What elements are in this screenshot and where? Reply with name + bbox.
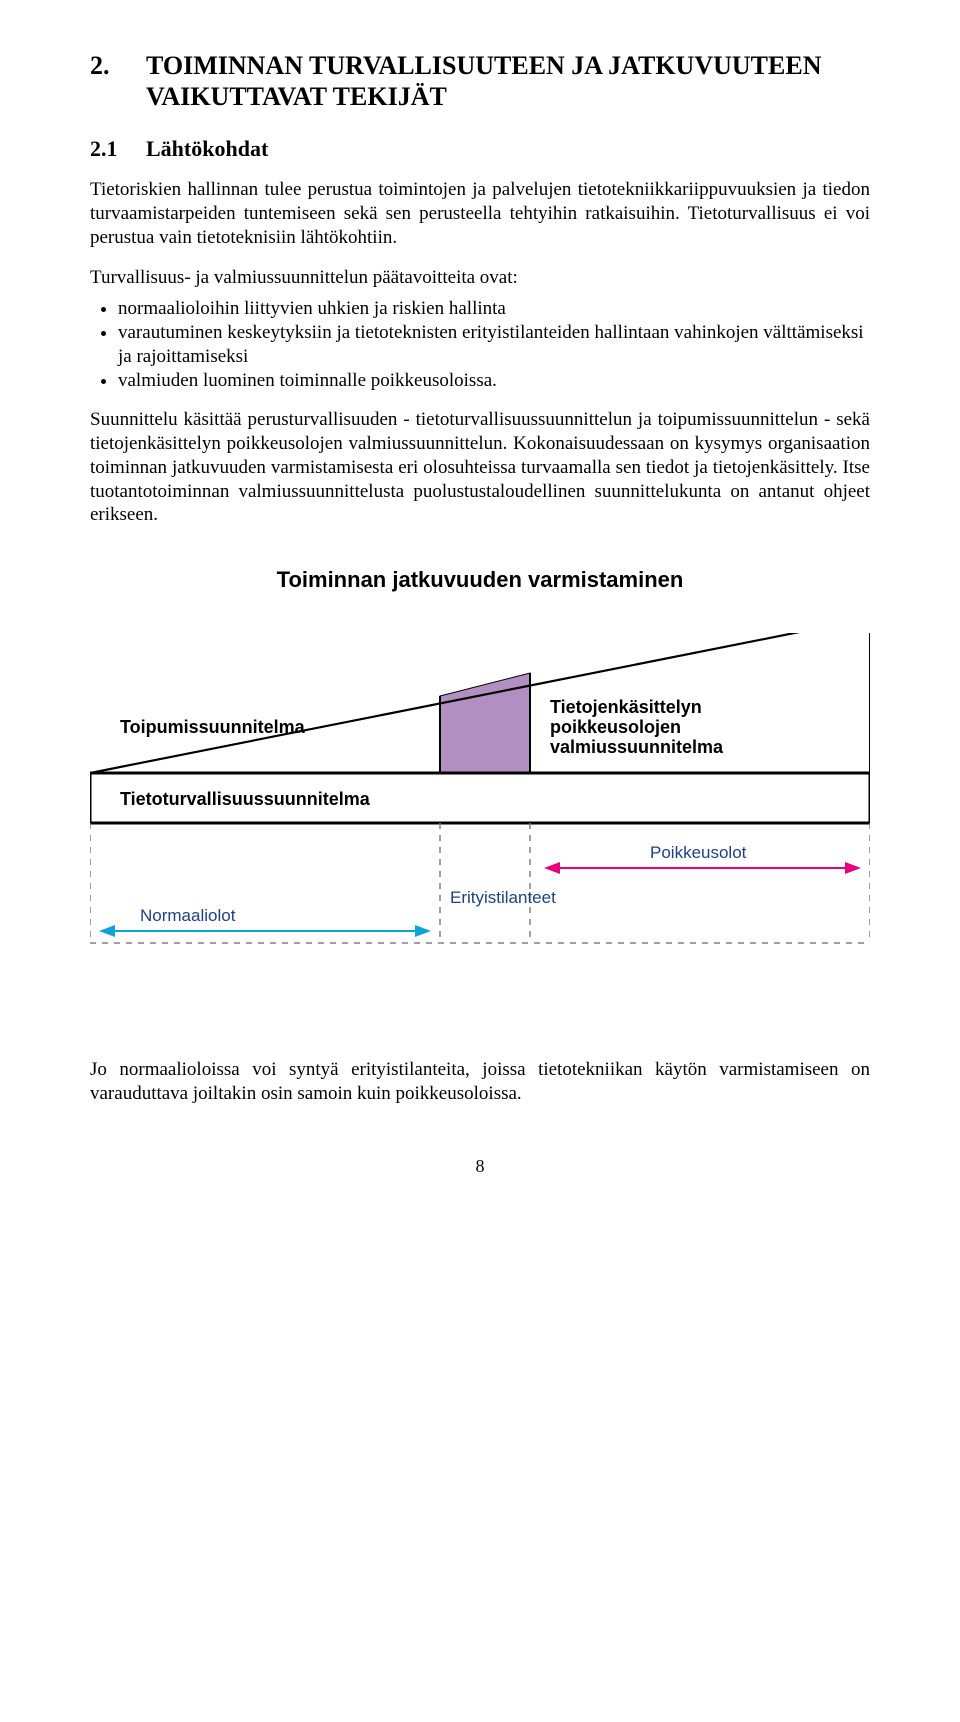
- list-item: normaalioloihin liittyvien uhkien ja ris…: [118, 297, 870, 321]
- paragraph-3: Suunnittelu käsittää perusturvallisuuden…: [90, 408, 870, 527]
- svg-text:Normaaliolot: Normaaliolot: [140, 906, 236, 925]
- section-title: TOIMINNAN TURVALLISUUTEEN JA JATKUVUUTEE…: [146, 50, 870, 112]
- list-item: varautuminen keskeytyksiin ja tietotekni…: [118, 321, 870, 369]
- svg-text:Erityistilanteet: Erityistilanteet: [450, 888, 556, 907]
- continuity-diagram: Toipumissuunnitelma Tietojenkäsittelyn p…: [90, 633, 870, 998]
- svg-text:Tietoturvallisuussuunnitelma: Tietoturvallisuussuunnitelma: [120, 789, 371, 809]
- svg-text:Poikkeusolot: Poikkeusolot: [650, 843, 747, 862]
- list-item: valmiuden luominen toiminnalle poikkeuso…: [118, 369, 870, 393]
- subsection-heading: 2.1 Lähtökohdat: [90, 136, 870, 162]
- page-number: 8: [90, 1156, 870, 1177]
- svg-text:Toipumissuunnitelma: Toipumissuunnitelma: [120, 717, 306, 737]
- subsection-number: 2.1: [90, 136, 146, 162]
- paragraph-4: Jo normaalioloissa voi syntyä erityistil…: [90, 1058, 870, 1106]
- section-number: 2.: [90, 50, 146, 81]
- section-heading: 2. TOIMINNAN TURVALLISUUTEEN JA JATKUVUU…: [90, 50, 870, 112]
- svg-text:valmiussuunnitelma: valmiussuunnitelma: [550, 737, 724, 757]
- svg-text:poikkeusolojen: poikkeusolojen: [550, 717, 681, 737]
- paragraph-1: Tietoriskien hallinnan tulee perustua to…: [90, 178, 870, 249]
- objectives-list: normaalioloihin liittyvien uhkien ja ris…: [90, 297, 870, 392]
- svg-text:Tietojenkäsittelyn: Tietojenkäsittelyn: [550, 697, 702, 717]
- subsection-title: Lähtökohdat: [146, 136, 268, 162]
- diagram-title: Toiminnan jatkuvuuden varmistaminen: [90, 567, 870, 593]
- paragraph-2: Turvallisuus- ja valmiussuunnittelun pää…: [90, 266, 870, 290]
